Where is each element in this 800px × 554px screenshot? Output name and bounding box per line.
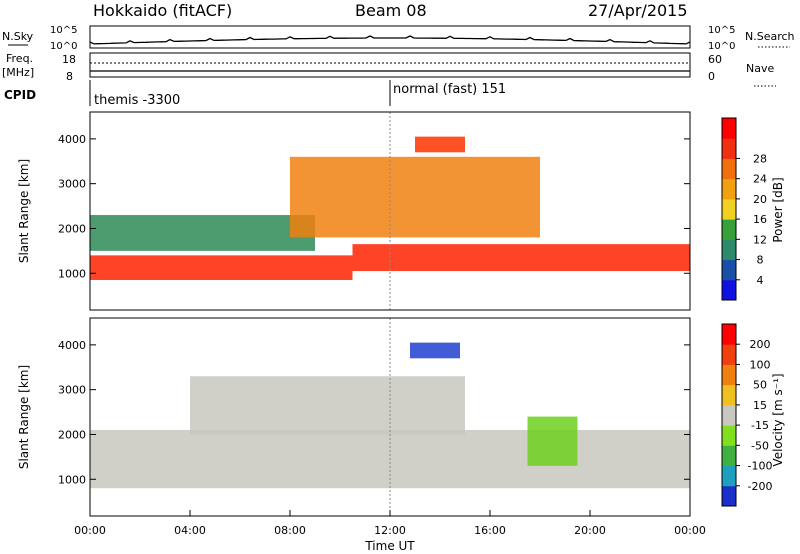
velocity-colorbar-swatch (722, 324, 736, 345)
power-colorbar-tick: 28 (753, 152, 767, 165)
velocity-colorbar-tick: -100 (748, 460, 773, 473)
power-colorbar-swatch (722, 138, 736, 159)
power-ytick-label: 2000 (58, 222, 86, 235)
power-colorbar-label: Power [dB] (771, 177, 785, 242)
power-colorbar-swatch (722, 279, 736, 301)
xtick-label: 00:00 (74, 524, 106, 537)
velocity-ytick-label: 1000 (58, 473, 86, 486)
power-colorbar-swatch (722, 259, 736, 281)
cpid-row: CPID themis -3300 normal (fast) 151 (4, 80, 506, 108)
velocity-colorbar-swatch (722, 445, 736, 467)
cpid-entry-normal: normal (fast) 151 (393, 82, 506, 97)
beam-title: Beam 08 (355, 1, 427, 20)
nave-tick-bottom: 0 (708, 70, 715, 83)
power-ytick-label: 3000 (58, 178, 86, 191)
station-title: Hokkaido (fitACF) (93, 1, 232, 20)
power-colorbar: 4 8 12 16 20 24 28 (721, 117, 767, 301)
power-colorbar-tick: 24 (753, 173, 767, 186)
velocity-band-3 (410, 342, 460, 359)
power-scatter (90, 136, 690, 280)
power-colorbar-swatch (722, 239, 736, 261)
velocity-ytick-label: 2000 (58, 428, 86, 441)
power-ytick-label: 1000 (58, 267, 86, 280)
freq-label: Freq. (6, 52, 33, 65)
freq-tick-top: 18 (62, 53, 76, 66)
nsky-tick-top: 10^5 (50, 25, 77, 36)
velocity-colorbar-tick: 50 (753, 379, 767, 392)
nsky-tick-bottom: 10^0 (50, 41, 77, 52)
cpid-entry-themis: themis -3300 (94, 93, 180, 108)
xtick-label: 12:00 (374, 524, 406, 537)
velocity-colorbar-swatch (722, 485, 736, 507)
power-colorbar-swatch (722, 198, 736, 220)
velocity-colorbar-swatch (722, 465, 736, 487)
xtick-label: 08:00 (274, 524, 306, 537)
velocity-colorbar-tick: 15 (753, 399, 767, 412)
xtick-label: 00:00 (674, 524, 706, 537)
freq-panel: Freq. [MHz] 18 8 60 0 Nave (2, 52, 776, 87)
power-colorbar-tick: 4 (757, 274, 764, 287)
nsky-panel: N.Sky 10^5 10^0 10^5 10^0 N.Search (2, 25, 795, 52)
freq-tick-bottom: 8 (66, 70, 73, 83)
power-band-2 (90, 215, 315, 251)
xtick-label: 04:00 (174, 524, 206, 537)
power-ytick-label: 4000 (58, 133, 86, 146)
power-colorbar-swatch (722, 219, 736, 240)
nsearch-tick-bottom: 10^0 (708, 41, 735, 52)
velocity-colorbar-tick: 100 (750, 358, 771, 371)
power-y-axis-label: Slant Range [km] (17, 159, 31, 263)
power-colorbar-tick: 20 (753, 193, 767, 206)
velocity-colorbar-swatch (722, 344, 736, 365)
nave-label: Nave (746, 62, 774, 75)
power-colorbar-tick: 16 (753, 213, 767, 226)
freq-unit-label: [MHz] (2, 66, 34, 79)
power-band-4 (415, 136, 465, 153)
nsearch-tick-top: 10^5 (708, 25, 735, 36)
velocity-colorbar-tick: -50 (751, 439, 769, 452)
power-band-3 (290, 156, 540, 238)
date-title: 27/Apr/2015 (588, 1, 688, 20)
velocity-colorbar-swatch (722, 364, 736, 386)
velocity-ytick-label: 4000 (58, 339, 86, 352)
velocity-colorbar-swatch (722, 384, 736, 406)
velocity-colorbar-tick: -15 (751, 419, 769, 432)
power-panel: 1000 2000 3000 4000 Slant Range [km] 4 8 12 16… (17, 111, 785, 311)
velocity-colorbar-tick: 200 (750, 338, 771, 351)
power-band-1 (352, 244, 690, 272)
power-colorbar-swatch (722, 178, 736, 200)
velocity-y-axis-label: Slant Range [km] (17, 365, 31, 469)
nsky-label: N.Sky (2, 30, 34, 43)
velocity-band-2 (527, 416, 578, 466)
nave-tick-top: 60 (708, 53, 722, 66)
power-colorbar-swatch (722, 118, 736, 139)
nsearch-label: N.Search (745, 30, 795, 43)
velocity-colorbar: 200 100 50 15 -15 -50 -100 -200 (721, 323, 773, 507)
power-colorbar-tick: 12 (753, 233, 767, 246)
velocity-colorbar-label: Velocity [m s⁻¹] (771, 373, 785, 466)
x-axis-label: Time UT (364, 539, 415, 553)
power-colorbar-swatch (722, 158, 736, 180)
xtick-label: 16:00 (474, 524, 506, 537)
velocity-colorbar-swatch (722, 404, 736, 426)
xtick-label: 20:00 (574, 524, 606, 537)
velocity-ytick-label: 3000 (58, 384, 86, 397)
velocity-panel: 1000 2000 3000 4000 00:00 04:00 08:00 12:00 16:… (17, 317, 785, 553)
power-colorbar-tick: 8 (757, 254, 764, 267)
velocity-colorbar-swatch (722, 425, 736, 446)
cpid-label: CPID (4, 88, 36, 102)
nsky-trace (89, 35, 691, 45)
velocity-colorbar-tick: -200 (748, 480, 773, 493)
power-band-0 (90, 255, 353, 280)
velocity-band-1 (190, 376, 465, 435)
